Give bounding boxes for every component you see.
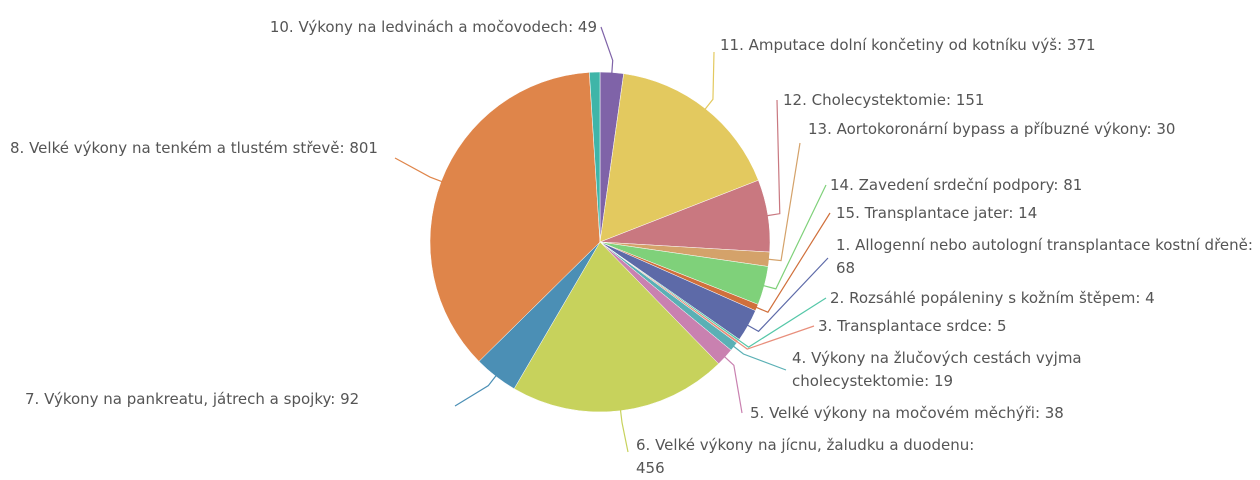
slice-label: 15. Transplantace jater: 14 xyxy=(836,204,1038,222)
leader-line xyxy=(754,212,831,313)
label-text: 5. Velké výkony na močovém měchýři xyxy=(750,404,1035,422)
label-text: 456 xyxy=(636,459,665,477)
label-text: 7. Výkony na pankreatu, játrech a spojky xyxy=(25,390,331,408)
slice-label: 8. Velké výkony na tenkém a tlustém stře… xyxy=(10,139,378,157)
label-text: 1. Allogenní nebo autologní transplantac… xyxy=(836,236,1248,254)
label-text: 371 xyxy=(1066,36,1096,54)
label-text: 49 xyxy=(577,18,597,36)
label-text: 12. Cholecystektomie xyxy=(783,91,946,109)
slice-label: 13. Aortokoronární bypass a příbuzné výk… xyxy=(808,120,1176,138)
leader-line xyxy=(762,184,827,290)
leader-line xyxy=(619,408,629,453)
slice-label: 2. Rozsáhlé popáleniny s kožním štěpem: … xyxy=(830,289,1155,307)
slice-label: 6. Velké výkony na jícnu, žaludku a duod… xyxy=(636,436,975,477)
leader-line xyxy=(394,157,444,183)
leader-line xyxy=(736,297,827,348)
label-text: 10. Výkony na ledvinách a močovodech xyxy=(269,18,569,36)
leader-line xyxy=(454,374,498,407)
label-text: 5 xyxy=(996,317,1007,335)
label-text: 151 xyxy=(955,91,985,109)
label-text: 8. Velké výkony na tenkém a tlustém stře… xyxy=(10,139,340,157)
slice-label: 5. Velké výkony na močovém měchýři: 38 xyxy=(750,404,1064,422)
label-text: 4. Výkony na žlučových cestách vyjma cho… xyxy=(792,349,1082,390)
leader-line xyxy=(767,142,801,262)
leader-line xyxy=(703,51,715,111)
leader-line xyxy=(732,344,787,371)
label-text: 2. Rozsáhlé popáleniny s kožním štěpem xyxy=(830,289,1136,307)
label-text: 15. Transplantace jater xyxy=(836,204,1009,222)
leader-line xyxy=(735,325,815,350)
slice-label: 10. Výkony na ledvinách a močovodech: 49 xyxy=(269,18,597,36)
leader-line xyxy=(765,99,781,217)
label-text: 11. Amputace dolní končetiny od kotníku … xyxy=(720,36,1058,54)
slice-label: 14. Zavedení srdeční podpory: 81 xyxy=(830,176,1083,194)
label-text: 6. Velké výkony na jícnu, žaludku a duod… xyxy=(636,436,970,454)
leader-line xyxy=(600,26,614,75)
slice-label: 11. Amputace dolní končetiny od kotníku … xyxy=(720,36,1096,54)
label-text: 81 xyxy=(1063,176,1083,194)
pie-slice xyxy=(589,71,601,243)
label-text: 38 xyxy=(1044,404,1064,422)
slice-label: 3. Transplantace srdce: 5 xyxy=(818,317,1007,335)
slice-label: 7. Výkony na pankreatu, játrech a spojky… xyxy=(25,390,360,408)
slice-label: 4. Výkony na žlučových cestách vyjma cho… xyxy=(792,349,1082,390)
label-text: 14. Zavedení srdeční podpory xyxy=(830,176,1054,194)
label-text: 92 xyxy=(340,390,360,408)
label-text: 14 xyxy=(1018,204,1038,222)
label-text: 4 xyxy=(1145,289,1155,307)
label-text: 801 xyxy=(349,139,378,157)
label-text: 19 xyxy=(933,372,954,390)
label-text: 30 xyxy=(1156,120,1176,138)
label-text: 3. Transplantace srdce xyxy=(818,317,988,335)
slice-label: 12. Cholecystektomie: 151 xyxy=(783,91,985,109)
leader-line xyxy=(746,257,829,333)
label-text: 68 xyxy=(836,259,856,277)
label-text: 13. Aortokoronární bypass a příbuzné výk… xyxy=(808,120,1147,138)
slice-label: 1. Allogenní nebo autologní transplantac… xyxy=(836,236,1253,277)
leader-line xyxy=(723,355,743,414)
